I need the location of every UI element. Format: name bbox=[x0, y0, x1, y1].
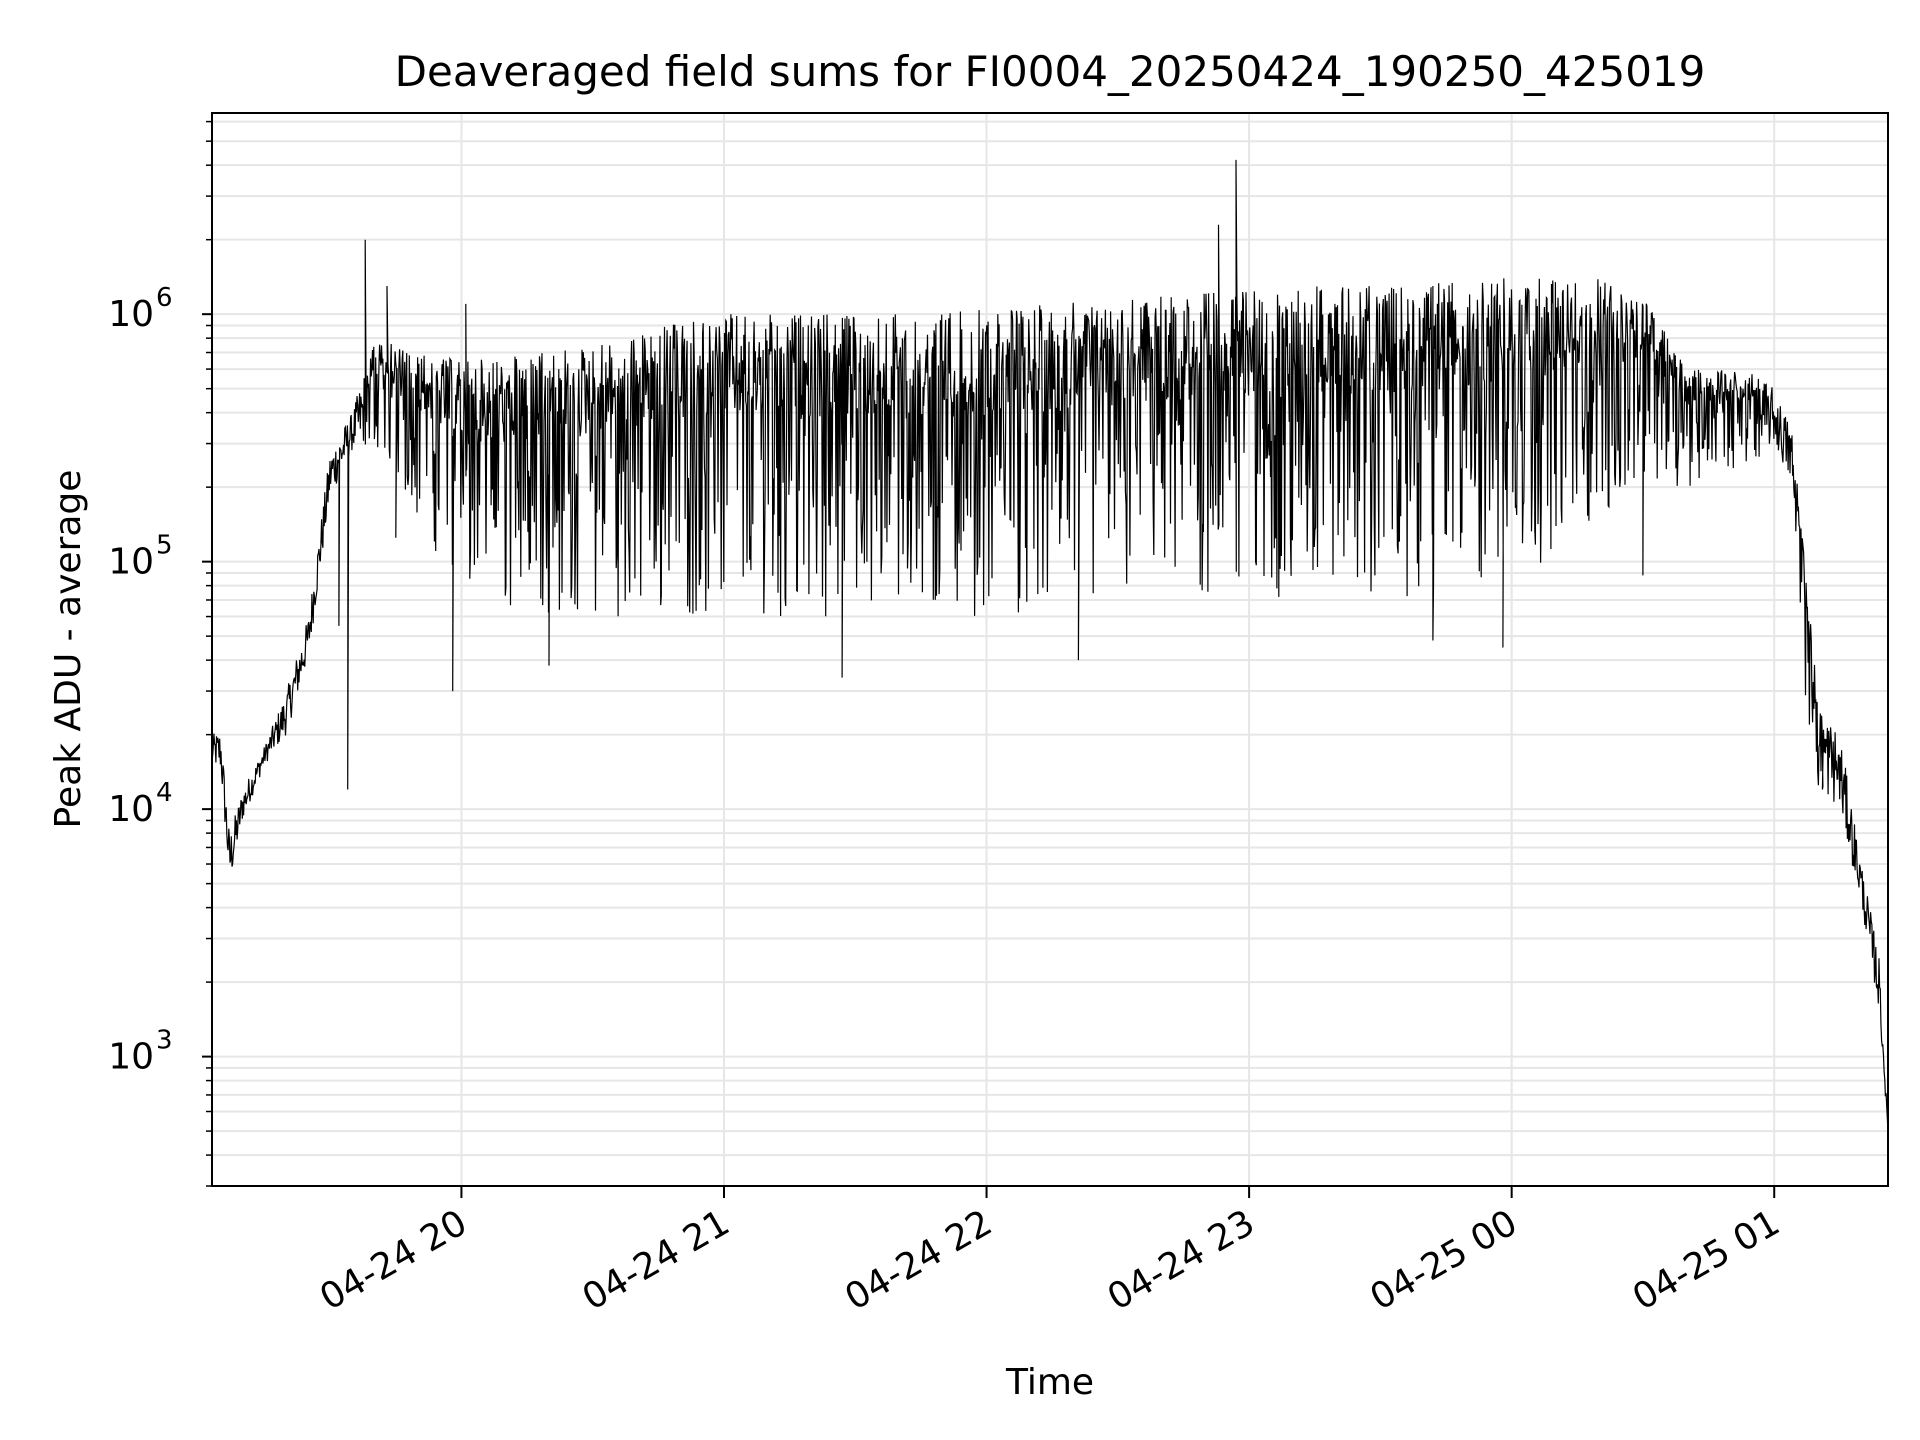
x-gridlines bbox=[460, 113, 1776, 1186]
y-tick-label: 10 bbox=[108, 542, 154, 583]
y-tick-exponent: 5 bbox=[156, 531, 173, 561]
y-tick-exponent: 3 bbox=[156, 1026, 173, 1056]
y-gridlines bbox=[212, 120, 1888, 1187]
y-tick-exponent: 6 bbox=[156, 283, 173, 313]
x-tick-label: 04-25 00 bbox=[1363, 1202, 1524, 1318]
x-tick-label: 04-24 20 bbox=[313, 1202, 474, 1318]
x-tick-label: 04-24 23 bbox=[1101, 1202, 1262, 1318]
y-tick-label: 10 bbox=[108, 789, 154, 830]
x-tick-label: 04-25 01 bbox=[1626, 1202, 1787, 1318]
y-tick-exponent: 4 bbox=[156, 778, 173, 808]
y-tick-label: 10 bbox=[108, 294, 154, 335]
y-tick-label: 10 bbox=[108, 1037, 154, 1078]
series-line bbox=[211, 159, 1889, 1132]
x-tick-label: 04-24 22 bbox=[838, 1202, 999, 1318]
plot-frame bbox=[211, 112, 1889, 1187]
x-tick-label: 04-24 21 bbox=[576, 1202, 737, 1318]
x-axis-label: Time bbox=[1005, 1362, 1094, 1403]
y-axis-label: Peak ADU - average bbox=[48, 470, 89, 829]
chart-title: Deaveraged field sums for FI0004_2025042… bbox=[395, 47, 1706, 96]
x-axis: 04-24 20 04-24 21 04-24 22 04-24 23 04-25 00… bbox=[313, 1186, 1787, 1319]
